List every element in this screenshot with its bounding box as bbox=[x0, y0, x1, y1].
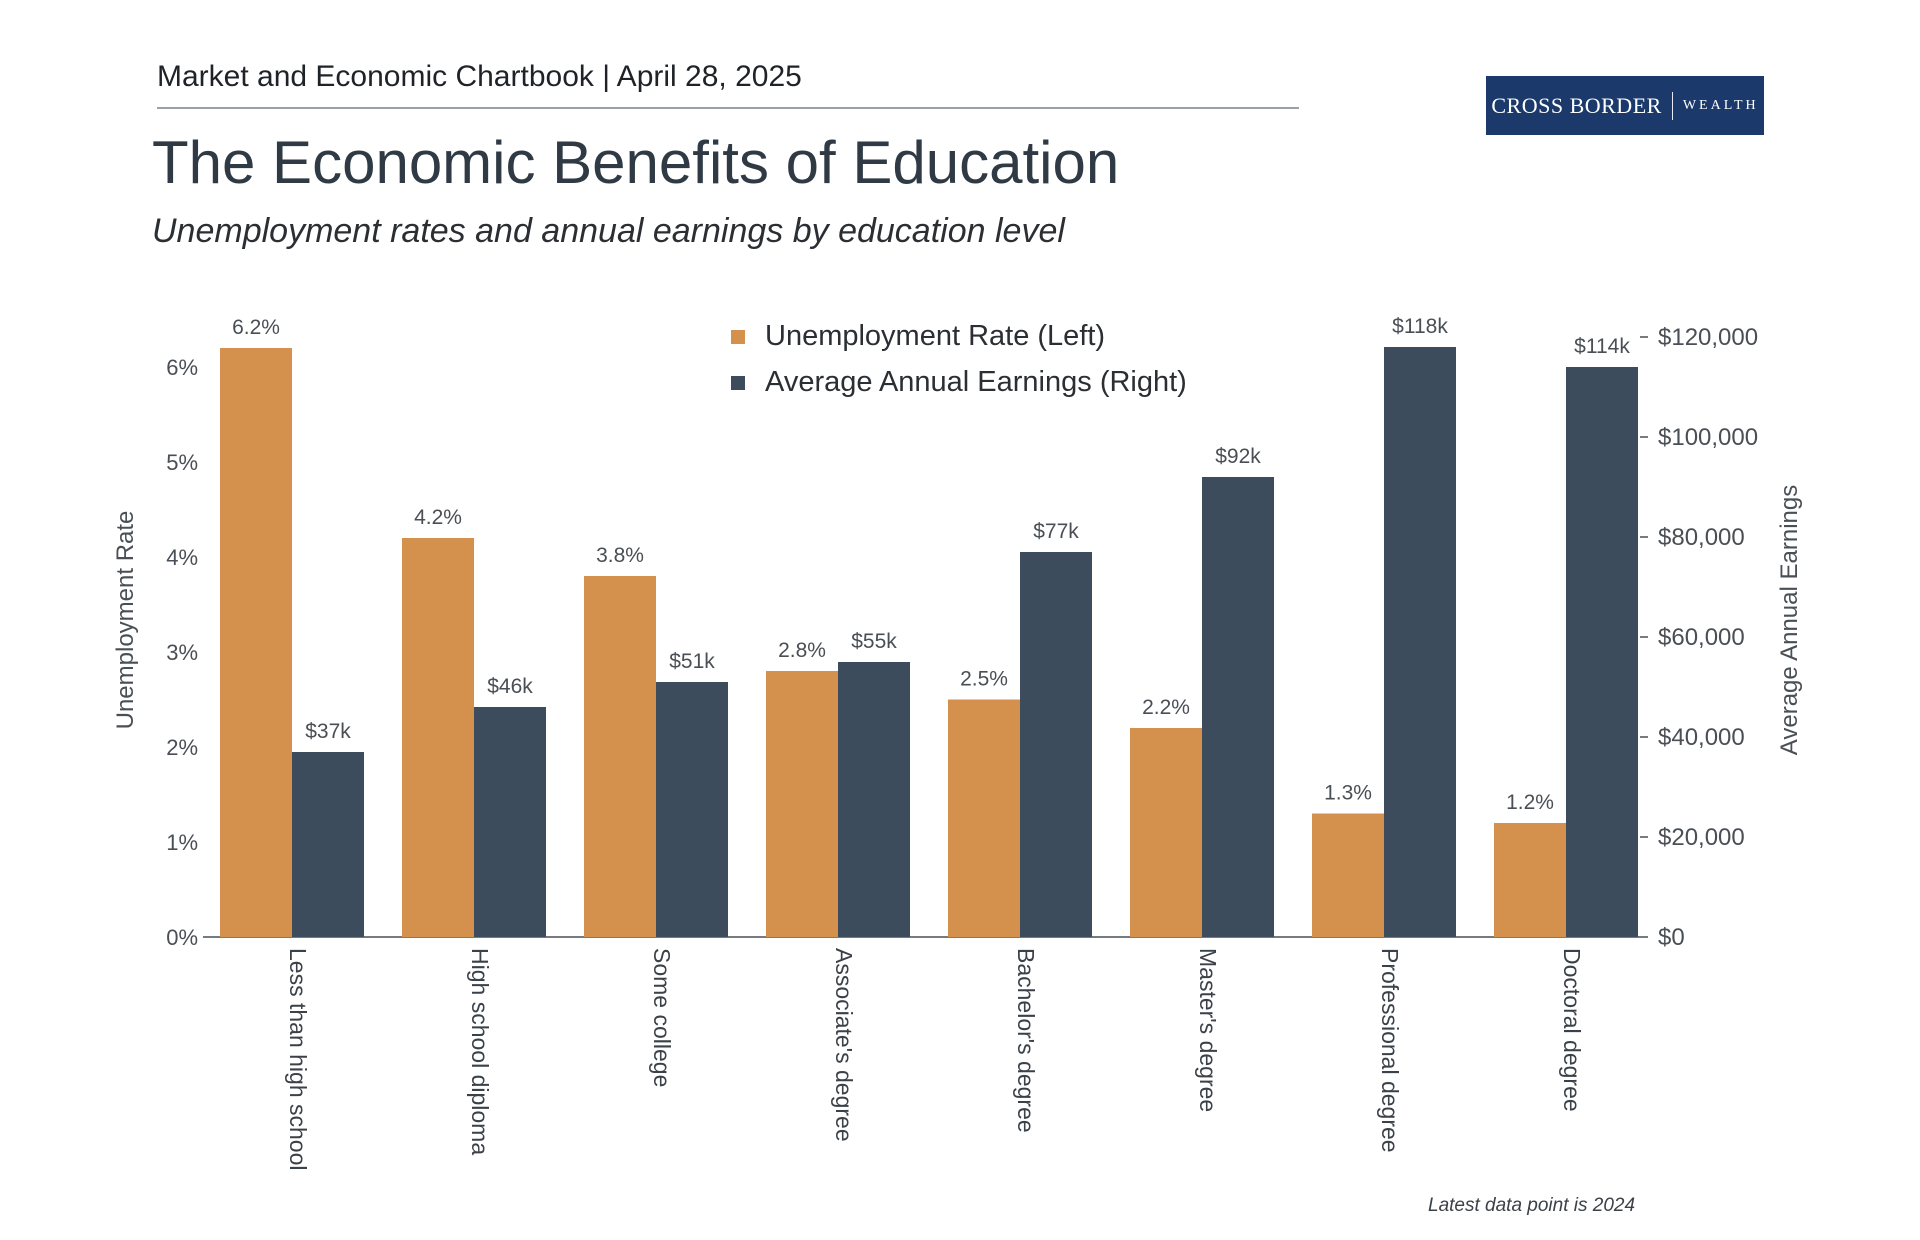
right-tick-label: $80,000 bbox=[1658, 524, 1745, 551]
unemployment-data-label: 2.8% bbox=[778, 639, 826, 662]
right-axis-title: Average Annual Earnings bbox=[1776, 485, 1803, 755]
logo-main-text: CROSS BORDER bbox=[1491, 92, 1662, 118]
right-tick-label: $40,000 bbox=[1658, 724, 1745, 751]
legend-label-earnings: Average Annual Earnings (Right) bbox=[765, 366, 1187, 398]
right-tick-label: $0 bbox=[1658, 924, 1685, 951]
unemployment-data-label: 6.2% bbox=[232, 316, 280, 339]
right-tick-label: $60,000 bbox=[1658, 624, 1745, 651]
chartbook-header: Market and Economic Chartbook | April 28… bbox=[157, 60, 802, 93]
footnote: Latest data point is 2024 bbox=[1428, 1195, 1636, 1216]
category-label: Less than high school bbox=[285, 948, 311, 1171]
category-label: Master's degree bbox=[1195, 948, 1221, 1112]
unemployment-bar bbox=[220, 348, 292, 937]
left-tick-label: 3% bbox=[166, 640, 198, 665]
unemployment-data-label: 2.5% bbox=[960, 668, 1008, 691]
unemployment-bar bbox=[948, 699, 1020, 937]
earnings-data-label: $77k bbox=[1033, 520, 1079, 543]
unemployment-bar bbox=[1130, 728, 1202, 937]
right-tick-label: $100,000 bbox=[1658, 424, 1758, 451]
legend-swatch-unemployment bbox=[731, 330, 745, 344]
earnings-bar bbox=[1566, 367, 1638, 937]
legend-label-unemployment: Unemployment Rate (Left) bbox=[765, 320, 1105, 352]
earnings-bar bbox=[656, 682, 728, 937]
unemployment-data-label: 3.8% bbox=[596, 544, 644, 567]
earnings-data-label: $92k bbox=[1215, 445, 1261, 468]
page-title: The Economic Benefits of Education bbox=[152, 129, 1120, 196]
unemployment-bar bbox=[1494, 823, 1566, 937]
earnings-bar bbox=[292, 752, 364, 937]
brand-logo: CROSS BORDER WEALTH bbox=[1486, 76, 1764, 135]
unemployment-bar bbox=[766, 671, 838, 937]
unemployment-bar bbox=[1312, 813, 1384, 937]
left-tick-label: 5% bbox=[166, 450, 198, 475]
earnings-data-label: $51k bbox=[669, 650, 715, 673]
category-label: Professional degree bbox=[1377, 948, 1403, 1153]
logo-separator bbox=[1671, 91, 1673, 120]
unemployment-data-label: 1.3% bbox=[1324, 782, 1372, 805]
earnings-data-label: $118k bbox=[1392, 315, 1448, 338]
unemployment-data-label: 2.2% bbox=[1142, 696, 1190, 719]
page-subtitle: Unemployment rates and annual earnings b… bbox=[152, 212, 1065, 250]
left-tick-label: 0% bbox=[166, 925, 198, 950]
category-label: High school diploma bbox=[467, 948, 493, 1155]
earnings-data-label: $114k bbox=[1574, 335, 1630, 358]
left-tick-label: 4% bbox=[166, 545, 198, 570]
unemployment-bar bbox=[402, 538, 474, 937]
category-label: Doctoral degree bbox=[1559, 948, 1585, 1112]
left-tick-label: 6% bbox=[166, 355, 198, 380]
earnings-bar bbox=[1202, 477, 1274, 937]
left-axis-title: Unemployment Rate bbox=[112, 511, 139, 730]
earnings-data-label: $37k bbox=[305, 720, 351, 743]
earnings-data-label: $55k bbox=[851, 630, 897, 653]
left-tick-label: 2% bbox=[166, 735, 198, 760]
earnings-bar bbox=[474, 707, 546, 937]
logo-sub-text: WEALTH bbox=[1682, 97, 1759, 113]
unemployment-data-label: 1.2% bbox=[1506, 791, 1554, 814]
left-tick-label: 1% bbox=[166, 830, 198, 855]
earnings-bar bbox=[1020, 552, 1092, 937]
header-divider bbox=[157, 107, 1299, 109]
category-label: Some college bbox=[649, 948, 675, 1087]
unemployment-bar bbox=[584, 576, 656, 937]
right-tick-label: $120,000 bbox=[1658, 324, 1758, 351]
unemployment-data-label: 4.2% bbox=[414, 506, 462, 529]
legend-swatch-earnings bbox=[731, 376, 745, 390]
earnings-data-label: $46k bbox=[487, 675, 533, 698]
earnings-bar bbox=[838, 662, 910, 937]
earnings-bar bbox=[1384, 347, 1456, 937]
category-label: Bachelor's degree bbox=[1013, 948, 1039, 1133]
right-tick-label: $20,000 bbox=[1658, 824, 1745, 851]
category-label: Associate's degree bbox=[831, 948, 857, 1142]
